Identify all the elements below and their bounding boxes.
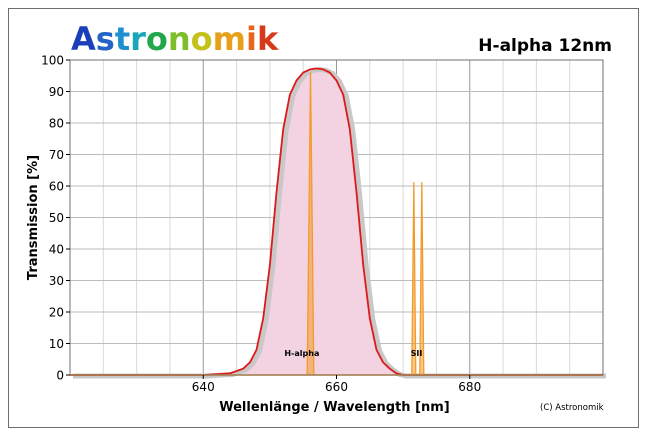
y-axis-label: Transmission [%] xyxy=(26,155,41,280)
x-tick-label: 640 xyxy=(192,380,215,394)
brand-letter: m xyxy=(213,20,246,58)
brand-letter: n xyxy=(168,20,191,58)
emission-annotation: H-alpha xyxy=(284,349,319,358)
x-tick-label: 680 xyxy=(458,380,481,394)
chart-svg: Astronomik H-alpha 12nm 0102030405060708… xyxy=(9,9,638,427)
brand-letter: A xyxy=(71,20,96,58)
emission-annotation: SII xyxy=(411,349,423,358)
y-tick-label: 40 xyxy=(49,243,64,257)
y-tick-label: 90 xyxy=(49,85,64,99)
y-tick-label: 0 xyxy=(56,369,64,383)
x-axis-label: Wellenlänge / Wavelength [nm] xyxy=(219,400,450,415)
brand-letter: s xyxy=(96,20,115,58)
brand-letter: t xyxy=(115,20,130,58)
brand-letter: i xyxy=(246,20,257,58)
brand-letter: k xyxy=(257,20,279,58)
y-tick-label: 60 xyxy=(49,180,64,194)
y-tick-label: 50 xyxy=(49,211,64,225)
y-tick-label: 20 xyxy=(49,306,64,320)
y-tick-label: 10 xyxy=(49,337,64,351)
brand-letter: r xyxy=(130,20,146,58)
brand-letter: o xyxy=(191,20,213,58)
y-tick-label: 70 xyxy=(49,148,64,162)
filter-transmission-fill xyxy=(70,69,603,376)
chart-frame: Astronomik H-alpha 12nm 0 10 20 30 40 50 60 70 8… xyxy=(8,8,639,428)
y-tick-label: 80 xyxy=(49,117,64,131)
y-tick-label: 100 xyxy=(41,54,64,68)
brand-letter: o xyxy=(146,20,168,58)
y-tick-label: 30 xyxy=(49,274,64,288)
chart-title: H-alpha 12nm xyxy=(478,36,612,56)
x-tick-label: 660 xyxy=(325,380,348,394)
copyright-note: (C) Astronomik xyxy=(540,403,604,413)
brand-logo: Astronomik xyxy=(71,20,279,58)
